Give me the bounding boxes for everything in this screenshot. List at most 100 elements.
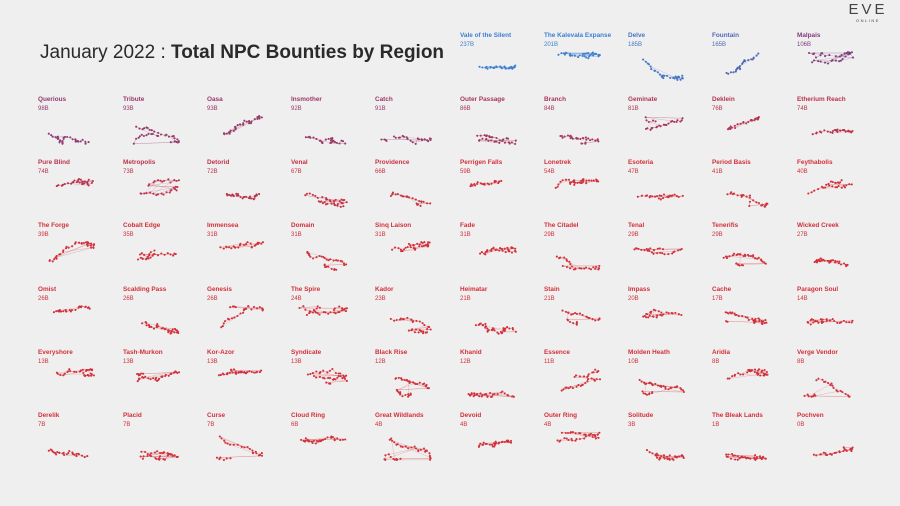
solar-system-dot	[338, 310, 341, 314]
solar-system-dot	[149, 378, 152, 381]
gate-link	[824, 52, 847, 63]
solar-system-dot	[226, 371, 229, 375]
solar-system-dot	[223, 439, 226, 442]
solar-system-dot	[485, 442, 488, 445]
solar-system-dot	[256, 370, 259, 373]
solar-system-dot	[732, 252, 736, 255]
solar-system-dot	[328, 376, 332, 379]
region-cell: Insmother 92B	[291, 96, 371, 158]
solar-system-dot	[676, 78, 679, 81]
solar-system-dot	[476, 392, 479, 395]
region-value: 23B	[375, 296, 386, 302]
region-value: 13B	[123, 359, 134, 365]
solar-system-dot	[237, 194, 240, 197]
solar-system-dot	[731, 375, 734, 378]
solar-system-dot	[809, 323, 812, 326]
solar-system-dot	[78, 241, 81, 244]
region-name: Catch	[375, 96, 393, 103]
solar-system-dot	[51, 260, 54, 263]
solar-system-dot	[495, 140, 498, 143]
gate-link	[574, 180, 582, 181]
solar-system-dot	[843, 447, 846, 450]
solar-system-dot	[167, 178, 170, 181]
solar-system-dot	[142, 134, 145, 138]
solar-system-dot	[647, 248, 650, 251]
region-cell: Querious 98B	[38, 96, 118, 158]
solar-system-dot	[412, 244, 415, 247]
solar-system-dot	[240, 370, 243, 373]
solar-system-dot	[579, 432, 582, 435]
gate-link	[397, 382, 410, 392]
solar-system-dot	[638, 378, 641, 381]
solar-system-dot	[823, 259, 826, 262]
solar-system-dot	[143, 192, 146, 195]
solar-system-dot	[342, 205, 345, 208]
solar-system-dot	[153, 253, 156, 256]
region-map	[304, 192, 348, 208]
solar-system-dot	[577, 56, 580, 59]
solar-system-dot	[339, 439, 342, 442]
solar-system-dot	[315, 137, 318, 140]
title-date: January 2022	[40, 42, 156, 63]
solar-system-dot	[757, 116, 760, 119]
solar-system-dot	[576, 137, 579, 140]
solar-system-dot	[645, 382, 648, 385]
solar-system-dot	[647, 63, 650, 66]
solar-system-dot	[484, 322, 487, 325]
solar-system-dot	[584, 136, 587, 139]
solar-system-dot	[834, 259, 837, 263]
solar-system-dot	[494, 248, 497, 252]
solar-system-dot	[239, 242, 242, 245]
solar-system-dot	[260, 242, 263, 245]
solar-system-dot	[817, 377, 820, 380]
solar-system-dot	[657, 310, 660, 313]
solar-system-dot	[656, 454, 659, 457]
solar-system-dot	[594, 52, 597, 55]
solar-system-dot	[729, 457, 733, 460]
region-value: 29B	[628, 232, 639, 238]
solar-system-dot	[570, 181, 573, 184]
solar-system-dot	[73, 179, 76, 182]
region-map	[811, 128, 854, 136]
region-value: 237B	[460, 42, 475, 48]
solar-system-dot	[485, 137, 488, 141]
solar-system-dot	[490, 248, 493, 251]
solar-system-dot	[651, 391, 654, 394]
solar-system-dot	[135, 125, 138, 128]
region-map	[812, 446, 854, 457]
solar-system-dot	[752, 199, 755, 202]
region-name: Branch	[544, 96, 567, 103]
region-map	[132, 125, 180, 145]
solar-system-dot	[63, 135, 67, 138]
solar-system-dot	[635, 247, 638, 250]
region-value: 7B	[123, 422, 131, 428]
solar-system-dot	[660, 194, 663, 197]
solar-system-dot	[825, 319, 828, 322]
region-name: The Citadel	[544, 222, 579, 229]
solar-system-dot	[141, 457, 144, 460]
solar-system-dot	[501, 440, 504, 443]
solar-system-dot	[327, 376, 330, 379]
solar-system-dot	[506, 137, 510, 140]
solar-system-dot	[156, 254, 160, 257]
solar-system-dot	[254, 194, 257, 197]
region-cell: Molden Heath 10B	[628, 349, 708, 411]
solar-system-dot	[574, 374, 578, 377]
solar-system-dot	[667, 388, 670, 391]
solar-system-dot	[318, 254, 321, 258]
solar-system-dot	[389, 194, 392, 198]
solar-system-dot	[222, 373, 225, 376]
solar-system-dot	[657, 197, 660, 200]
solar-system-dot	[663, 74, 666, 77]
solar-system-dot	[143, 127, 146, 130]
region-value: 54B	[544, 169, 555, 175]
solar-system-dot	[508, 327, 511, 330]
solar-system-dot	[569, 54, 572, 57]
solar-system-dot	[336, 203, 339, 206]
solar-system-dot	[88, 307, 91, 310]
solar-system-dot	[680, 119, 683, 122]
solar-system-dot	[58, 141, 61, 144]
solar-system-dot	[59, 374, 62, 377]
solar-system-dot	[754, 454, 757, 457]
solar-system-dot	[234, 125, 237, 128]
